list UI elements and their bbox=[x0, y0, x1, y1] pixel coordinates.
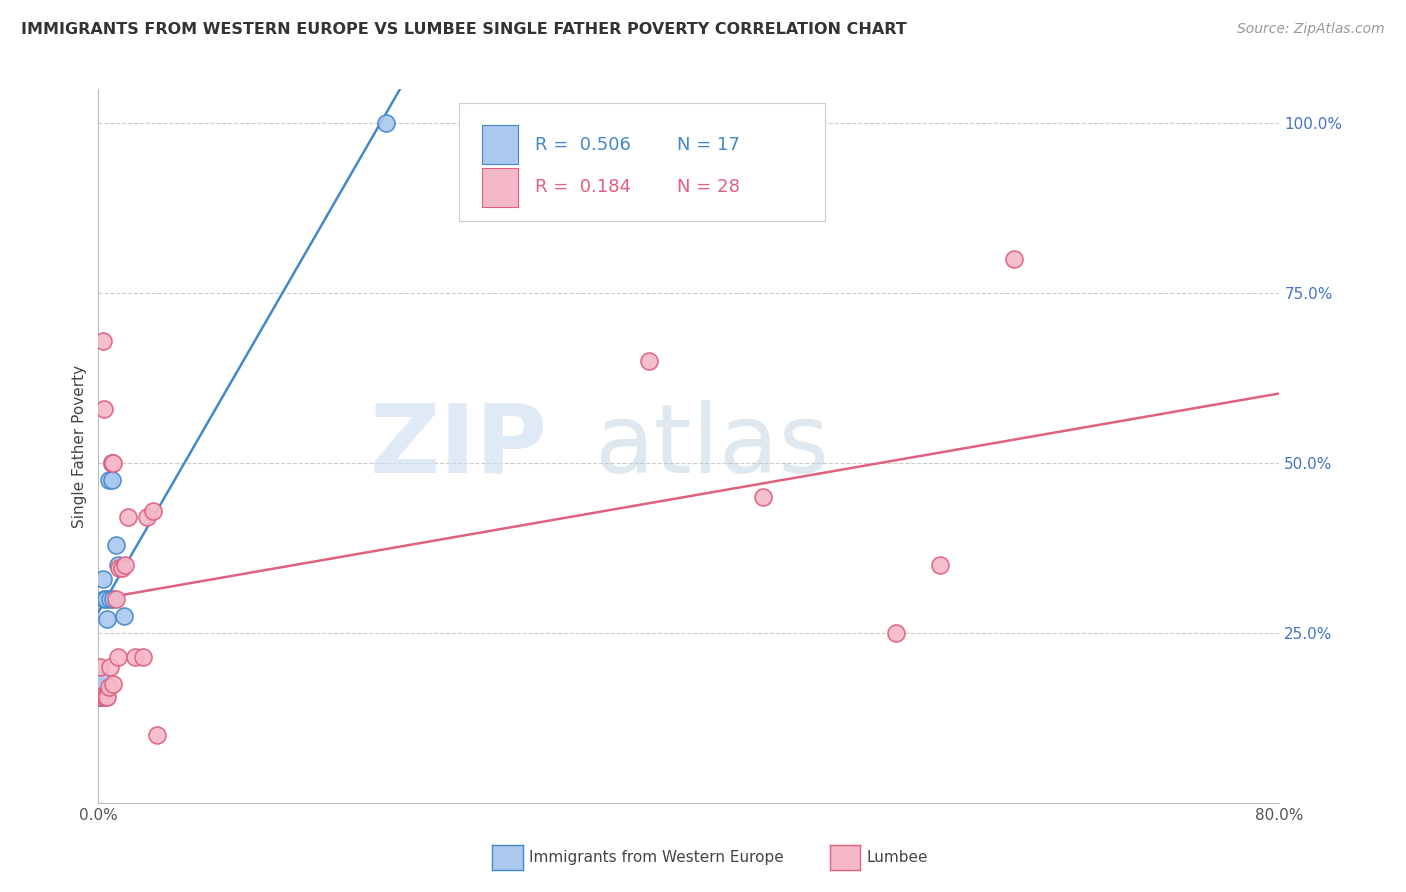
Point bbox=[91, 572, 114, 586]
Point bbox=[142, 503, 165, 517]
Point bbox=[89, 690, 111, 705]
Point bbox=[100, 473, 122, 487]
Point bbox=[103, 677, 125, 691]
Point bbox=[751, 490, 773, 504]
Point bbox=[105, 591, 128, 606]
Text: R =  0.184: R = 0.184 bbox=[536, 178, 631, 196]
Point bbox=[111, 561, 134, 575]
Text: Source: ZipAtlas.com: Source: ZipAtlas.com bbox=[1237, 22, 1385, 37]
Point bbox=[638, 354, 661, 368]
Point bbox=[96, 690, 118, 705]
Point bbox=[90, 673, 112, 688]
Point bbox=[93, 690, 115, 705]
Point bbox=[98, 660, 121, 674]
Text: N = 17: N = 17 bbox=[678, 136, 740, 153]
Point bbox=[105, 537, 128, 551]
Point bbox=[90, 690, 112, 705]
Point bbox=[112, 608, 135, 623]
Point bbox=[1002, 252, 1025, 266]
Text: IMMIGRANTS FROM WESTERN EUROPE VS LUMBEE SINGLE FATHER POVERTY CORRELATION CHART: IMMIGRANTS FROM WESTERN EUROPE VS LUMBEE… bbox=[21, 22, 907, 37]
Point bbox=[89, 680, 111, 694]
Text: atlas: atlas bbox=[595, 400, 830, 492]
Text: Immigrants from Western Europe: Immigrants from Western Europe bbox=[529, 850, 783, 864]
Point bbox=[100, 456, 122, 470]
FancyBboxPatch shape bbox=[482, 168, 517, 207]
Text: ZIP: ZIP bbox=[370, 400, 547, 492]
Point bbox=[132, 649, 155, 664]
Point bbox=[107, 558, 129, 572]
Point bbox=[89, 690, 111, 705]
Text: Lumbee: Lumbee bbox=[866, 850, 928, 864]
Point bbox=[93, 401, 115, 416]
Point bbox=[884, 626, 907, 640]
FancyBboxPatch shape bbox=[458, 103, 825, 221]
Point bbox=[107, 649, 129, 664]
Point bbox=[94, 690, 117, 705]
Point bbox=[100, 456, 122, 470]
Point bbox=[114, 558, 136, 572]
Point bbox=[375, 116, 398, 130]
Point bbox=[108, 561, 131, 575]
Point bbox=[94, 591, 117, 606]
Point bbox=[146, 728, 169, 742]
FancyBboxPatch shape bbox=[482, 125, 517, 164]
Point bbox=[89, 660, 111, 674]
Point bbox=[103, 591, 125, 606]
Y-axis label: Single Father Poverty: Single Father Poverty bbox=[72, 365, 87, 527]
Point bbox=[98, 591, 121, 606]
Point bbox=[117, 510, 139, 524]
Text: R =  0.506: R = 0.506 bbox=[536, 136, 631, 153]
Point bbox=[136, 510, 159, 524]
Text: N = 28: N = 28 bbox=[678, 178, 740, 196]
Point bbox=[928, 558, 950, 572]
Point bbox=[124, 649, 146, 664]
Point bbox=[103, 456, 125, 470]
Point bbox=[91, 334, 114, 348]
Point bbox=[97, 680, 120, 694]
Point bbox=[93, 591, 115, 606]
Point bbox=[96, 612, 118, 626]
Point bbox=[97, 473, 120, 487]
